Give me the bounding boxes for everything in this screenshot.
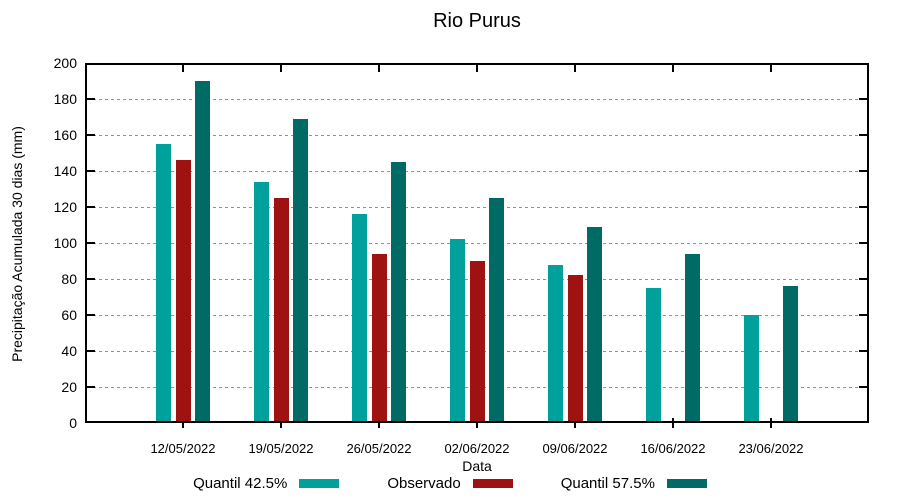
bar-series0-cat2 <box>352 214 367 421</box>
y-gridline-160 <box>87 134 867 136</box>
legend-swatch-1 <box>472 479 513 488</box>
y-gridline-100 <box>87 242 867 244</box>
legend-label-0: Quantil 42.5% <box>193 475 288 492</box>
y-tick-label-60: 60 <box>61 307 77 323</box>
y-tick-right-160 <box>859 134 867 136</box>
y-tick-left-40 <box>87 350 95 352</box>
y-tick-left-180 <box>87 98 95 100</box>
bar-series0-cat6 <box>744 315 759 421</box>
x-tick-top-3 <box>476 65 478 72</box>
x-tick-label-2: 26/05/2022 <box>346 441 412 456</box>
y-tick-right-100 <box>859 242 867 244</box>
y-tick-label-40: 40 <box>61 343 77 359</box>
y-tick-label-180: 180 <box>53 91 77 107</box>
bar-series2-cat2 <box>391 162 406 421</box>
bar-series1-cat2 <box>371 253 387 421</box>
y-tick-left-20 <box>87 386 95 388</box>
y-tick-label-80: 80 <box>61 271 77 287</box>
bar-series1-cat0 <box>175 160 191 421</box>
x-tick-bottom-5 <box>672 418 674 428</box>
x-tick-bottom-4 <box>574 418 576 428</box>
bar-series0-cat1 <box>254 181 269 421</box>
bar-series0-cat5 <box>646 288 661 421</box>
y-axis-title: Precipitação Acumulada 30 dias (mm) <box>9 126 25 362</box>
x-tick-bottom-6 <box>770 418 772 428</box>
y-tick-label-160: 160 <box>53 127 77 143</box>
legend-item-2: Quantil 57.5% <box>561 475 707 492</box>
legend-swatch-0 <box>299 479 340 488</box>
y-tick-right-140 <box>859 170 867 172</box>
legend-item-1: Observado <box>387 475 513 492</box>
x-tick-bottom-0 <box>182 418 184 428</box>
y-tick-left-100 <box>87 242 95 244</box>
bar-series1-cat4 <box>567 275 583 421</box>
x-tick-top-5 <box>672 65 674 72</box>
y-tick-label-200: 200 <box>53 55 77 71</box>
y-tick-label-100: 100 <box>53 235 77 251</box>
x-tick-label-1: 19/05/2022 <box>248 441 314 456</box>
legend-swatch-2 <box>666 479 707 488</box>
x-tick-top-1 <box>280 65 282 72</box>
bar-series1-cat1 <box>273 198 289 421</box>
legend-item-0: Quantil 42.5% <box>193 475 340 492</box>
y-gridline-120 <box>87 206 867 208</box>
legend: Quantil 42.5% Observado Quantil 57.5% <box>0 475 900 492</box>
y-gridline-180 <box>87 98 867 100</box>
y-tick-left-80 <box>87 278 95 280</box>
y-tick-left-120 <box>87 206 95 208</box>
y-tick-label-140: 140 <box>53 163 77 179</box>
bar-series0-cat0 <box>156 144 171 421</box>
x-tick-top-4 <box>574 65 576 72</box>
y-tick-right-180 <box>859 98 867 100</box>
x-tick-label-4: 09/06/2022 <box>542 441 608 456</box>
plot-area-border <box>85 63 869 423</box>
x-tick-label-3: 02/06/2022 <box>444 441 510 456</box>
x-tick-bottom-2 <box>378 418 380 428</box>
bar-series1-cat3 <box>469 261 485 421</box>
y-tick-left-60 <box>87 314 95 316</box>
bar-series2-cat0 <box>195 81 210 421</box>
x-tick-bottom-3 <box>476 418 478 428</box>
y-tick-left-140 <box>87 170 95 172</box>
bar-series2-cat1 <box>293 118 308 421</box>
bar-series2-cat3 <box>489 198 504 421</box>
y-tick-label-120: 120 <box>53 199 77 215</box>
y-tick-right-80 <box>859 278 867 280</box>
bar-series2-cat5 <box>685 253 700 421</box>
legend-label-2: Quantil 57.5% <box>560 475 655 492</box>
y-tick-right-20 <box>859 386 867 388</box>
y-tick-label-0: 0 <box>69 415 77 431</box>
bar-series2-cat6 <box>783 286 798 421</box>
x-tick-bottom-1 <box>280 418 282 428</box>
y-tick-label-20: 20 <box>61 379 77 395</box>
legend-label-1: Observado <box>387 475 461 492</box>
x-tick-label-6: 23/06/2022 <box>738 441 804 456</box>
x-tick-label-5: 16/06/2022 <box>640 441 706 456</box>
y-tick-left-160 <box>87 134 95 136</box>
bar-series0-cat3 <box>450 239 465 421</box>
y-tick-right-120 <box>859 206 867 208</box>
x-tick-top-2 <box>378 65 380 72</box>
x-tick-top-6 <box>770 65 772 72</box>
bar-series0-cat4 <box>548 264 563 421</box>
x-tick-top-0 <box>182 65 184 72</box>
x-axis-title: Data <box>462 458 492 474</box>
chart-title: Rio Purus <box>433 10 521 32</box>
y-gridline-140 <box>87 170 867 172</box>
y-tick-right-40 <box>859 350 867 352</box>
bar-series2-cat4 <box>587 226 602 421</box>
y-tick-right-60 <box>859 314 867 316</box>
x-tick-label-0: 12/05/2022 <box>150 441 216 456</box>
